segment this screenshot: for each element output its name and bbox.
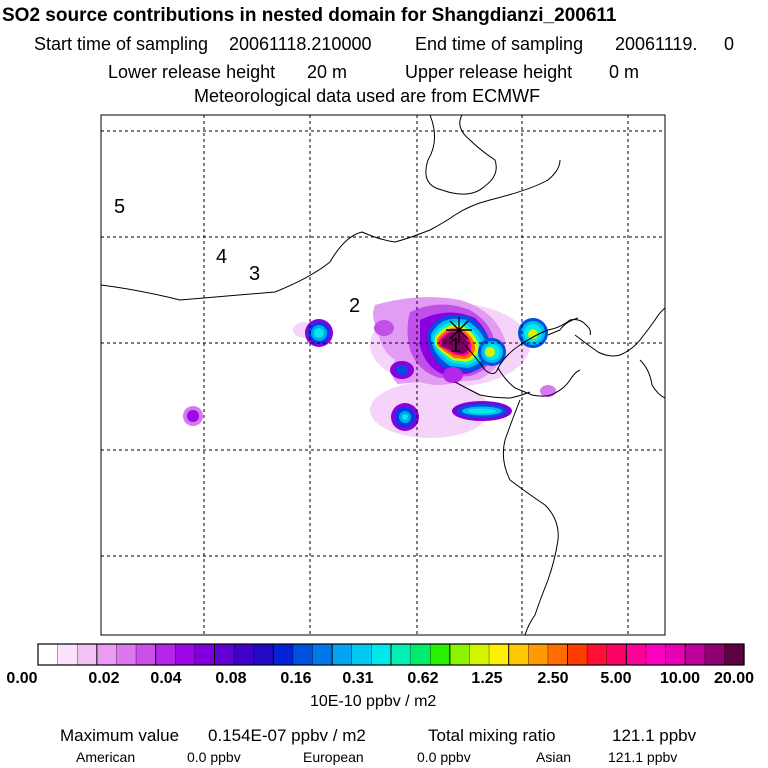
max-value: 0.154E-07 ppbv / m2 <box>208 726 366 745</box>
colorbar-swatch <box>606 644 627 665</box>
region-label-2: 2 <box>349 295 360 317</box>
colorbar-swatch <box>312 644 333 665</box>
colorbar-swatch <box>175 644 196 665</box>
colorbar-swatch <box>332 644 353 665</box>
plume-main-source <box>373 296 506 385</box>
colorbar-tick-label: 0.08 <box>215 670 247 687</box>
plume-southeast-streak <box>452 401 512 421</box>
plume-south-source <box>391 403 419 431</box>
colorbar-swatch <box>704 644 725 665</box>
colorbar-swatch <box>645 644 667 665</box>
colorbar-swatch <box>665 644 686 665</box>
max-label: Maximum value <box>60 726 180 745</box>
colorbar-swatch <box>351 644 372 665</box>
colorbar-tick-label: 0.62 <box>407 670 439 687</box>
colorbar-tick-label: 10.00 <box>659 670 701 687</box>
colorbar-swatch <box>273 644 294 665</box>
region-label-1: 1 <box>450 335 461 357</box>
end-value: 20061119. <box>615 34 698 54</box>
colorbar-tick-label: 0.04 <box>150 670 182 687</box>
lower-value: 20 m <box>307 62 348 82</box>
total-value: 121.1 ppbv <box>612 726 697 745</box>
american-label: American <box>76 749 136 765</box>
colorbar-ticks <box>57 644 725 665</box>
start-value: 20061118.210000 <box>229 34 372 54</box>
colorbar-tick-label: 5.00 <box>600 670 632 687</box>
asian-label: Asian <box>536 749 572 765</box>
colorbar-swatch <box>587 644 608 665</box>
colorbar-swatch <box>136 644 157 665</box>
colorbar-swatch <box>77 644 98 665</box>
region-label-3: 3 <box>249 263 260 285</box>
colorbar-tick-label: 0.00 <box>6 670 38 687</box>
colorbar-swatch <box>214 644 235 665</box>
colorbar-tick-label: 0.31 <box>342 670 374 687</box>
colorbar-swatch <box>724 644 745 665</box>
european-label: European <box>303 749 364 765</box>
colorbar-swatch <box>155 644 176 665</box>
colorbar-tick-label: 20.00 <box>713 670 755 687</box>
colorbar-swatch <box>371 644 392 665</box>
station-star-marker <box>446 317 472 343</box>
region-label-5: 5 <box>114 196 125 218</box>
colorbar-unit: 10E-10 ppbv / m2 <box>310 693 437 710</box>
colorbar-swatch <box>96 644 118 665</box>
total-label: Total mixing ratio <box>428 726 556 745</box>
met-text: Meteorological data used are from ECMWF <box>194 86 541 106</box>
map-frame <box>100 114 666 636</box>
colorbar-swatch <box>626 644 647 665</box>
colorbar-swatch <box>508 644 529 665</box>
colorbar-swatch <box>253 644 274 665</box>
plume-small-patches <box>374 320 463 383</box>
colorbar-swatch <box>528 644 549 665</box>
start-label: Start time of sampling <box>34 34 209 54</box>
colorbar-tick-label: 0.16 <box>280 670 312 687</box>
colorbar-swatch <box>449 644 471 665</box>
colorbar-swatch <box>234 644 255 665</box>
colorbar-swatch <box>469 644 490 665</box>
asian-value: 121.1 ppbv <box>608 749 678 765</box>
colorbar-swatch <box>410 644 431 665</box>
upper-label: Upper release height <box>405 62 573 82</box>
colorbar-tick-label: 0.02 <box>88 670 120 687</box>
end-label: End time of sampling <box>415 34 584 54</box>
colorbar-swatch <box>116 644 137 665</box>
plume-east-source <box>518 318 548 348</box>
colorbar-swatch <box>685 644 706 665</box>
page-title: SO2 source contributions in nested domai… <box>2 5 617 26</box>
colorbar-swatch <box>489 644 510 665</box>
american-value: 0.0 ppbv <box>187 749 241 765</box>
plume-west-source <box>305 319 333 347</box>
colorbar-swatch <box>292 644 314 665</box>
colorbar-swatch <box>391 644 412 665</box>
plume-far-west-spot <box>183 406 203 426</box>
upper-value: 0 m <box>609 62 640 82</box>
colorbar-swatch <box>430 644 451 665</box>
colorbar-swatch <box>547 644 569 665</box>
colorbar-swatch <box>57 644 78 665</box>
lower-label: Lower release height <box>108 62 276 82</box>
region-label-4: 4 <box>216 246 227 268</box>
colorbar-swatch <box>567 644 588 665</box>
colorbar-tick-label: 1.25 <box>471 670 503 687</box>
european-value: 0.0 ppbv <box>417 749 471 765</box>
colorbar-swatch <box>194 644 216 665</box>
end-hour: 0 <box>724 34 735 54</box>
graticule <box>101 115 665 635</box>
colorbar-tick-label: 2.50 <box>537 670 569 687</box>
colorbar-swatch <box>38 644 59 665</box>
coastlines <box>101 115 665 635</box>
colorbar <box>38 644 745 665</box>
